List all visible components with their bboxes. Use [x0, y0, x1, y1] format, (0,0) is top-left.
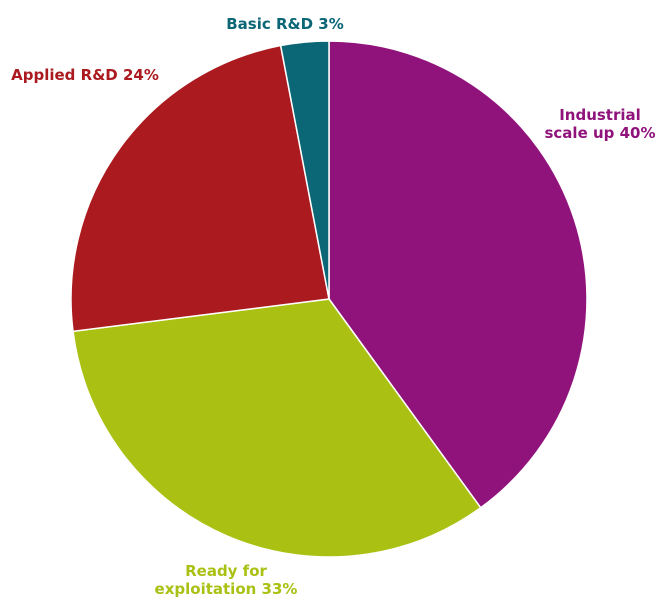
slice-labels: Industrial scale up 40% Ready for exploitat…	[11, 15, 655, 598]
slice-label-line: scale up 40%	[544, 124, 655, 142]
slice-label-applied-r-d: Applied R&D 24%	[11, 66, 159, 84]
slice-ready-for-exploitation	[72, 298, 482, 558]
slice-label-basic-r-d: Basic R&D 3%	[226, 15, 344, 33]
slice-label-line: exploitation 33%	[155, 580, 298, 598]
slice-applied-r-d	[70, 44, 330, 333]
slice-label-line: Basic R&D 3%	[226, 15, 344, 33]
slice-label-ready-for-exploitation: Ready for exploitation 33%	[155, 562, 298, 598]
slice-industrial-scale-up	[328, 40, 588, 509]
slice-label-industrial-scale-up: Industrial scale up 40%	[544, 106, 655, 142]
slice-label-line: Applied R&D 24%	[11, 66, 159, 84]
pie-slices	[70, 40, 588, 558]
slice-label-line: Industrial	[559, 106, 641, 124]
slice-label-line: Ready for	[185, 562, 267, 580]
slice-basic-r-d	[279, 40, 330, 300]
